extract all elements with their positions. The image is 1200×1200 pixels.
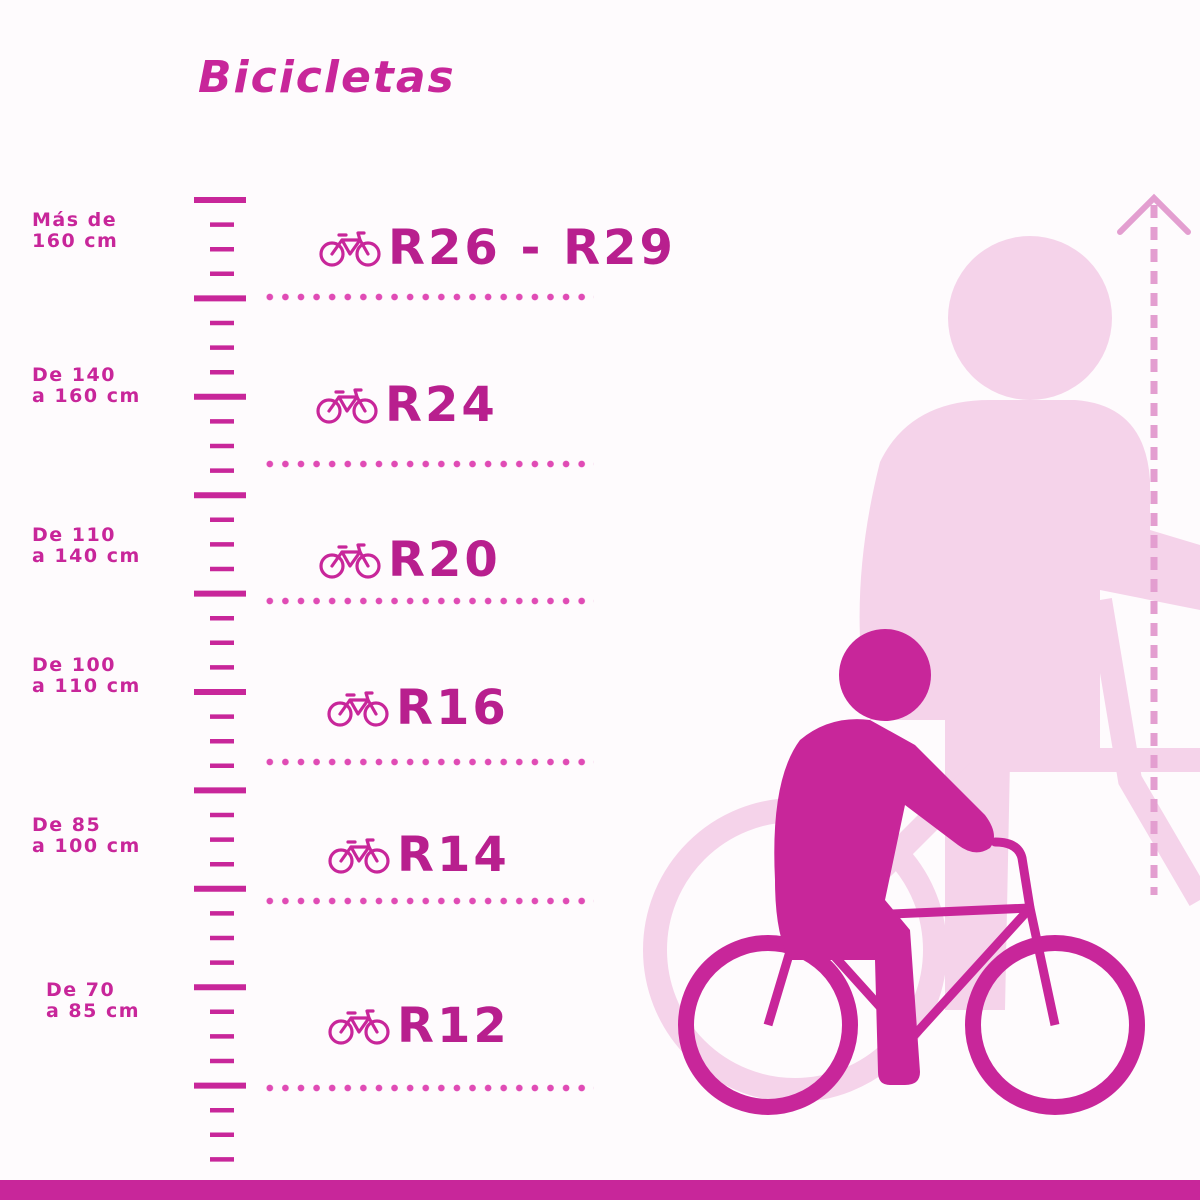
size-label: R16 bbox=[396, 680, 509, 736]
child-rider bbox=[678, 629, 1145, 1115]
height-ruler bbox=[194, 197, 246, 1162]
size-label: R24 bbox=[385, 377, 498, 433]
height-label-r14: De 85 a 100 cm bbox=[32, 814, 141, 857]
height-arrow-up bbox=[1117, 193, 1191, 895]
size-label: R20 bbox=[388, 532, 501, 588]
row-separator bbox=[262, 757, 594, 767]
size-label: R26 - R29 bbox=[388, 220, 676, 276]
row-separator bbox=[262, 459, 594, 469]
bicycle-icon bbox=[319, 231, 381, 267]
size-row-r20: R20 bbox=[318, 532, 501, 588]
height-label-r12: De 70 a 85 cm bbox=[46, 979, 141, 1022]
bicycle-icon bbox=[328, 838, 390, 874]
size-row-r14: R14 bbox=[327, 827, 510, 883]
size-row-r12: R12 bbox=[327, 998, 510, 1054]
size-row-r24: R24 bbox=[315, 377, 498, 433]
rider-illustration bbox=[643, 193, 1200, 1115]
height-label-r16: De 100 a 110 cm bbox=[32, 654, 141, 697]
height-label-r20: De 110 a 140 cm bbox=[32, 524, 141, 567]
height-label-r26-r29: Más de 160 cm bbox=[32, 209, 119, 252]
adult-rider-silhouette bbox=[643, 236, 1200, 1102]
page-title: Bicicletas bbox=[198, 52, 456, 103]
bicycle-icon bbox=[328, 1009, 390, 1045]
row-separator bbox=[262, 292, 594, 302]
size-row-r26-r29: R26 - R29 bbox=[318, 220, 676, 276]
bicycle-icon bbox=[316, 388, 378, 424]
size-row-r16: R16 bbox=[326, 680, 509, 736]
height-label-r24: De 140 a 160 cm bbox=[32, 364, 141, 407]
row-separator bbox=[262, 896, 594, 906]
bicycle-icon bbox=[327, 691, 389, 727]
size-label: R12 bbox=[397, 998, 510, 1054]
row-separator bbox=[262, 596, 594, 606]
bicycle-icon bbox=[319, 543, 381, 579]
size-label: R14 bbox=[397, 827, 510, 883]
bottom-bar bbox=[0, 1180, 1200, 1200]
row-separator bbox=[262, 1083, 594, 1093]
